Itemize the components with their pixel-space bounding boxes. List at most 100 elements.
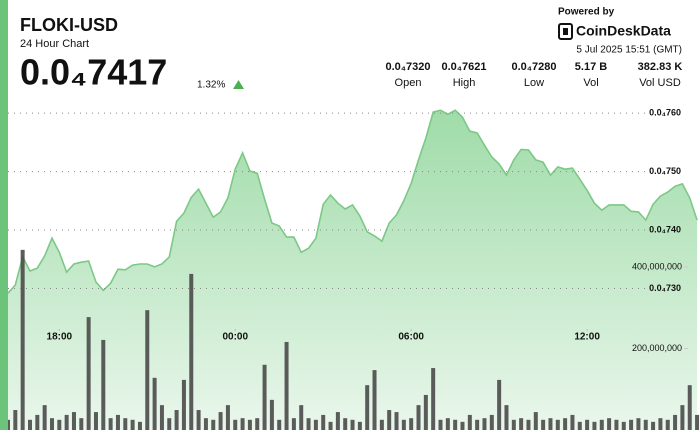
stat-value: 0.0₄7280 <box>511 61 556 73</box>
volume-bar <box>181 379 186 430</box>
volume-bar <box>636 418 641 430</box>
y-tick-label: 0.0₄730 <box>649 283 681 293</box>
volume-bar <box>284 341 289 430</box>
volume-bar <box>255 418 260 430</box>
volume-bar <box>64 414 69 430</box>
change: 1.32% <box>197 80 225 91</box>
timestamp: 5 Jul 2025 15:51 (GMT) <box>576 45 682 56</box>
volume-bar <box>387 410 392 430</box>
volume-bar <box>218 412 223 430</box>
volume-bar <box>159 405 164 430</box>
volume-bar <box>585 419 590 430</box>
volume-bar <box>673 414 678 430</box>
y-tick-label: 0.0₄760 <box>649 107 681 117</box>
volume-bar <box>71 412 76 430</box>
volume-bar <box>401 419 406 430</box>
volume-bar <box>42 405 47 430</box>
brand: CoinDeskData <box>576 23 671 39</box>
volume-bar <box>321 414 326 430</box>
y2-tick-label: 400,000,000 <box>632 261 682 271</box>
volume-bar <box>680 405 685 430</box>
volume-bar <box>313 419 318 430</box>
volume-bar <box>93 412 98 430</box>
stat-label: Open <box>395 77 422 89</box>
volume-bar <box>497 379 502 430</box>
volume-bar <box>614 419 619 430</box>
stat-label: Vol <box>583 77 598 89</box>
volume-bar <box>526 419 531 430</box>
volume-bar <box>35 414 40 430</box>
volume-bar <box>86 317 91 430</box>
volume-bar <box>20 249 25 430</box>
volume-bar <box>599 419 604 430</box>
volume-bar <box>108 418 113 430</box>
volume-bar <box>533 412 538 430</box>
volume-bar <box>643 419 648 430</box>
volume-bar <box>27 419 32 430</box>
volume-bar <box>629 419 634 430</box>
volume-bar <box>438 419 443 430</box>
volume-bar <box>277 419 282 430</box>
volume-bar <box>445 418 450 430</box>
volume-bar <box>453 419 458 430</box>
volume-bar <box>137 421 142 430</box>
volume-bar <box>203 418 208 430</box>
y2-tick-label: 200,000,000 <box>632 343 682 353</box>
volume-bar <box>379 419 384 430</box>
subtitle: 24 Hour Chart <box>20 38 89 50</box>
volume-bar <box>350 419 355 430</box>
volume-bar <box>431 368 436 430</box>
volume-bar <box>328 421 333 430</box>
accent-bar <box>0 0 8 430</box>
volume-bar <box>658 418 663 430</box>
stat-value: 0.0₄7320 <box>385 61 430 73</box>
stat-label: Vol USD <box>639 77 681 89</box>
stat-value: 5.17 B <box>575 61 607 73</box>
volume-bar <box>409 418 414 430</box>
x-tick-label: 06:00 <box>398 332 424 343</box>
stats: 0.0₄7320 Open 0.0₄7621 High 0.0₄7280 Low 5.17 … <box>385 61 682 89</box>
volume-bar <box>563 418 568 430</box>
volume-bar <box>240 418 245 430</box>
volume-bar <box>174 410 179 430</box>
volume-bar <box>416 405 421 430</box>
volume-bar <box>115 414 120 430</box>
series-layer <box>8 109 700 430</box>
price-line <box>8 109 698 294</box>
volume-bar <box>548 418 553 430</box>
volume-bar <box>123 418 128 430</box>
y-tick-label: 0.0₄740 <box>649 224 681 234</box>
symbol: FLOKI-USD <box>20 15 118 35</box>
volume-bar <box>394 412 399 430</box>
volume-bar <box>49 418 54 430</box>
volume-bar <box>343 418 348 430</box>
volume-bar <box>291 418 296 430</box>
volume-bar <box>577 421 582 430</box>
x-tick-label: 18:00 <box>47 332 73 343</box>
volume-bar <box>489 414 494 430</box>
volume-bar <box>357 421 362 430</box>
volume-bar <box>475 419 480 430</box>
volume-bar <box>665 419 670 430</box>
y-tick-label: 0.0₄750 <box>649 166 681 176</box>
x-tick-label: 00:00 <box>222 332 248 343</box>
volume-bar <box>13 410 18 430</box>
volume-bar <box>306 418 311 430</box>
x-tick-label: 12:00 <box>574 332 600 343</box>
volume-bar <box>423 394 428 430</box>
stat-label: Low <box>524 77 544 89</box>
volume-bar <box>335 412 340 430</box>
volume-bar <box>519 418 524 430</box>
volume-bar <box>621 421 626 430</box>
volume-bar <box>467 414 472 430</box>
volume-bar <box>570 414 575 430</box>
volume-bar <box>233 419 238 430</box>
stat-value: 0.0₄7621 <box>441 61 486 73</box>
volume-bar <box>79 418 84 430</box>
volume-bar <box>167 418 172 430</box>
volume-bar <box>541 419 546 430</box>
volume-bar <box>592 421 597 430</box>
volume-bar <box>511 419 516 430</box>
volume-bar <box>687 385 692 430</box>
